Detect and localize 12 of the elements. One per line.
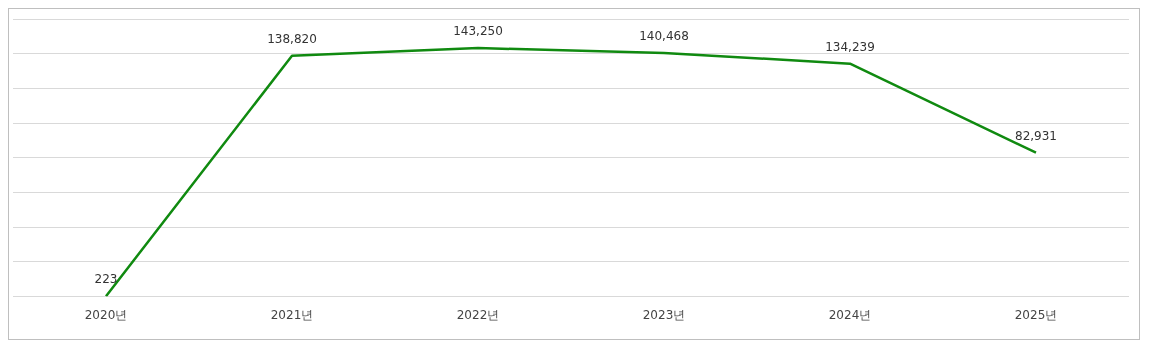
x-tick-label: 2021년	[270, 307, 314, 322]
data-label: 223	[94, 272, 118, 287]
data-label: 140,468	[639, 29, 689, 44]
data-label: 134,239	[825, 39, 875, 54]
x-tick-label: 2020년	[84, 307, 128, 322]
data-label: 138,820	[267, 31, 317, 46]
x-tick-label: 2022년	[456, 307, 500, 322]
x-tick-label: 2023년	[642, 307, 686, 322]
x-tick-label: 2024년	[828, 307, 872, 322]
data-label: 143,250	[453, 24, 503, 39]
x-tick-label: 2025년	[1014, 307, 1058, 322]
data-label: 82,931	[1015, 128, 1057, 143]
